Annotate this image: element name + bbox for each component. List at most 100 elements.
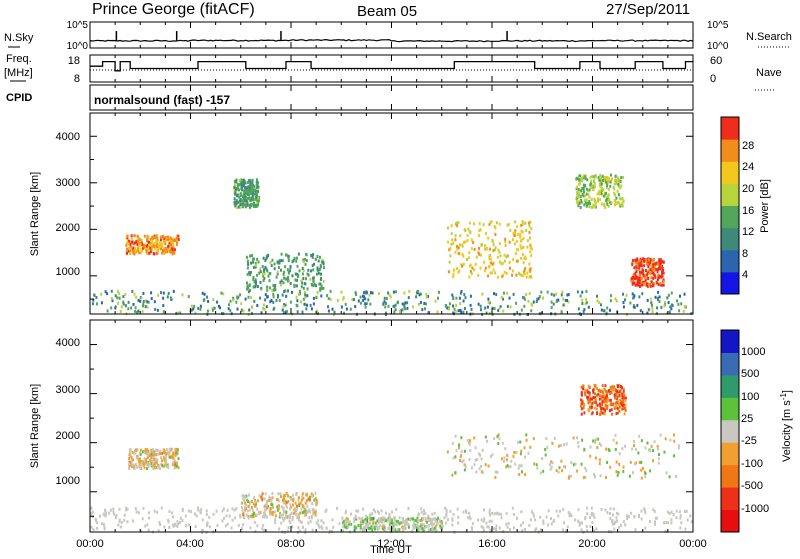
vel-echo-cell-976 [350,522,353,526]
power-echo-cell-1001 [660,260,663,264]
power-echo-cell-1076 [635,269,638,273]
power-echo-cell-1302 [584,184,587,187]
vel-echo-cell-1415 [320,519,323,523]
vel-echo-cell-497 [621,407,624,411]
vel-echo-cell-313 [652,449,654,452]
power-echo-cell-795 [464,229,467,233]
power-echo-cell-627 [322,260,325,264]
vel-echo-cell-1256 [300,507,303,511]
x-tick-0000: 00:00 [76,538,104,550]
power-echo-cell-259 [238,206,241,209]
power-echo-cell-82 [133,252,136,256]
vel-echo-cell-1131 [609,507,612,511]
vel-echo-cell-1463 [184,514,187,518]
power-echo-cell-1215 [575,177,578,181]
power-echo-cell-1587 [668,310,671,314]
power-echo-cell-410 [233,201,236,205]
vel-echo-cell-986 [405,517,408,521]
power-echo-cell-271 [234,202,237,206]
vel-echo-cell-773 [250,506,253,509]
station-title: Prince George (fitACF) [92,1,255,18]
vel-echo-cell-900 [364,518,367,522]
vel-echo-cell-173 [152,456,155,460]
vel-echo-cell-172 [153,463,155,467]
vel-echo-cell-142 [150,462,153,465]
power-echo-cell-461 [259,267,262,271]
power-echo-cell-794 [491,262,494,266]
power-echo-cell-1672 [394,303,397,307]
power-echo-cell-323 [246,186,249,190]
vel-echo-cell-127 [140,460,143,464]
vel-echo-cell-555 [619,402,622,405]
power-echo-cell-466 [254,265,257,269]
vel-echo-cell-403 [518,464,521,468]
power-echo-cell-758 [484,244,486,248]
power-echo-cell-500 [298,269,301,273]
power-echo-cell-1295 [578,201,581,205]
power-echo-cell-444 [256,285,259,288]
power-echo-cell-1149 [582,176,585,180]
power-echo-cell-654 [302,260,305,264]
power-echo-cell-730 [447,226,449,230]
vel-echo-cell-482 [601,384,604,388]
vel-echo-cell-1244 [638,515,640,518]
vel-echo-cell-591 [624,408,627,412]
vel-echo-cell-1220 [424,511,427,515]
power-echo-cell-1367 [583,308,586,312]
power-echo-cell-1640 [362,294,364,298]
power-echo-cell-277 [242,188,245,192]
vel-echo-cell-842 [303,509,306,513]
power-echo-cell-1420 [394,290,397,294]
vel-echo-cell-543 [599,389,602,393]
vel-echo-cell-974 [383,525,386,529]
power-echo-cell-22 [163,247,165,251]
power-echo-cell-1437 [336,299,339,303]
vel-echo-cell-644 [601,411,604,415]
power-echo-cell-1457 [232,296,235,300]
vel-echo-cell-571 [604,395,607,399]
vel-echo-cell-1207 [477,518,480,522]
vel-echo-cell-717 [248,493,250,497]
vel-echo-cell-1477 [387,518,390,522]
power-echo-cell-1600 [488,311,491,315]
vel-echo-cell-7 [146,456,149,459]
power-echo-cell-844 [521,220,524,223]
vel-echo-cell-320 [545,437,548,441]
vel-echo-cell-21 [166,448,169,452]
vel-echo-cell-1428 [622,520,625,524]
power-echo-cell-849 [483,269,486,273]
power-echo-cell-1802 [100,292,103,296]
vel-echo-cell-281 [446,450,449,454]
power-echo-cell-1398 [528,292,531,296]
power-echo-cell-1133 [600,191,603,195]
vel-echo-cell-859 [314,511,317,514]
vel-echo-cell-1094 [370,516,373,520]
vel-echo-cell-1174 [684,510,687,513]
vel-echo-cell-258 [644,446,647,450]
power-echo-cell-66 [176,234,178,238]
vel-echo-cell-504 [618,394,621,398]
vel-cbar-tick-25: 25 [741,413,753,425]
vel-echo-cell-572 [623,396,626,400]
vel-echo-cell-179 [165,459,168,463]
vel-echo-cell-296 [622,465,625,469]
vel-echo-cell-241 [615,441,618,445]
vel-echo-cell-846 [314,501,317,505]
power-echo-cell-405 [248,198,251,202]
power-echo-cell-1142 [606,181,609,185]
power-echo-cell-1813 [206,295,208,299]
power-echo-cell-1624 [364,297,367,301]
vel-echo-cell-436 [460,449,463,453]
vel-echo-cell-1518 [374,510,377,514]
power-echo-cell-337 [249,205,252,209]
power-echo-cell-1244 [605,181,608,184]
vel-echo-cell-596 [596,412,598,415]
power-echo-cell-1560 [216,300,219,304]
power-echo-cell-1403 [197,306,200,310]
vel-echo-cell-1440 [384,528,387,532]
power-echo-cell-1717 [679,294,681,298]
power-echo-cell-739 [522,252,524,256]
power-echo-cell-1070 [649,260,652,264]
vel-echo-cell-1158 [509,528,511,531]
vel-echo-cell-415 [598,442,601,445]
